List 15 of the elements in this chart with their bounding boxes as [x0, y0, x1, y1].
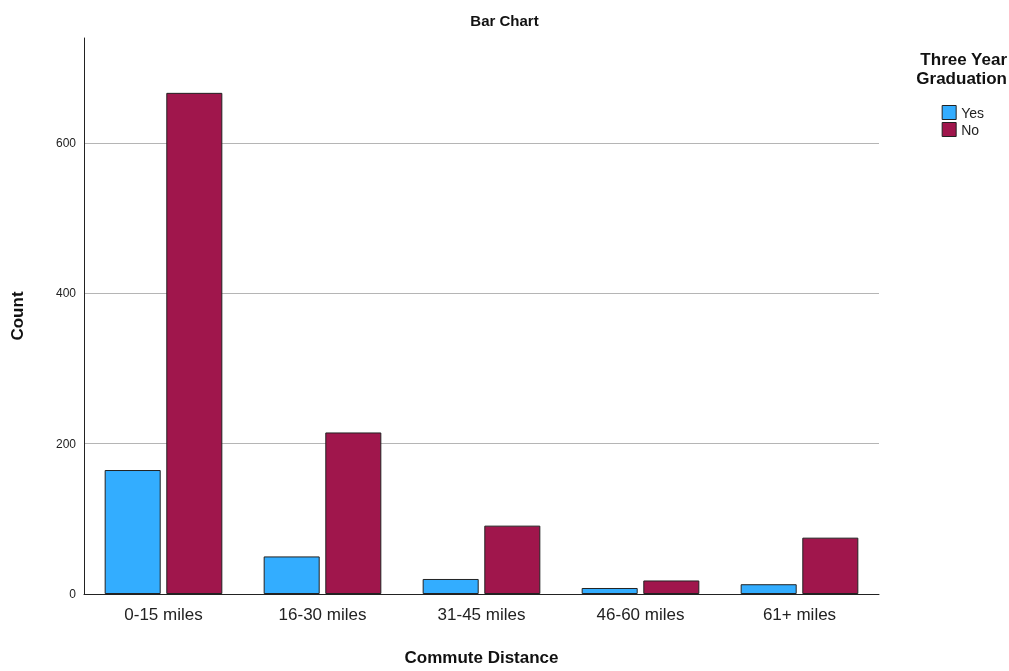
- y-tick-label: 400: [55, 286, 77, 301]
- chart-title: Bar Chart: [470, 12, 539, 29]
- x-tick-label: 31-45 miles: [437, 605, 526, 624]
- y-tick-label: 200: [55, 436, 77, 451]
- x-axis-title: Commute Distance: [404, 648, 559, 667]
- y-axis-title: Count: [8, 291, 27, 341]
- y-tick-label: 600: [55, 136, 77, 151]
- x-tick-label: 61+ miles: [762, 605, 837, 624]
- x-tick-label: 0-15 miles: [124, 605, 203, 624]
- x-tick-label: 16-30 miles: [278, 605, 367, 624]
- legend-title: Three Year Graduation: [916, 50, 1008, 88]
- legend-label: Yes: [961, 104, 984, 121]
- legend-label: No: [961, 121, 980, 138]
- y-tick-label: 0: [69, 587, 77, 601]
- x-tick-label: 46-60 miles: [596, 605, 685, 624]
